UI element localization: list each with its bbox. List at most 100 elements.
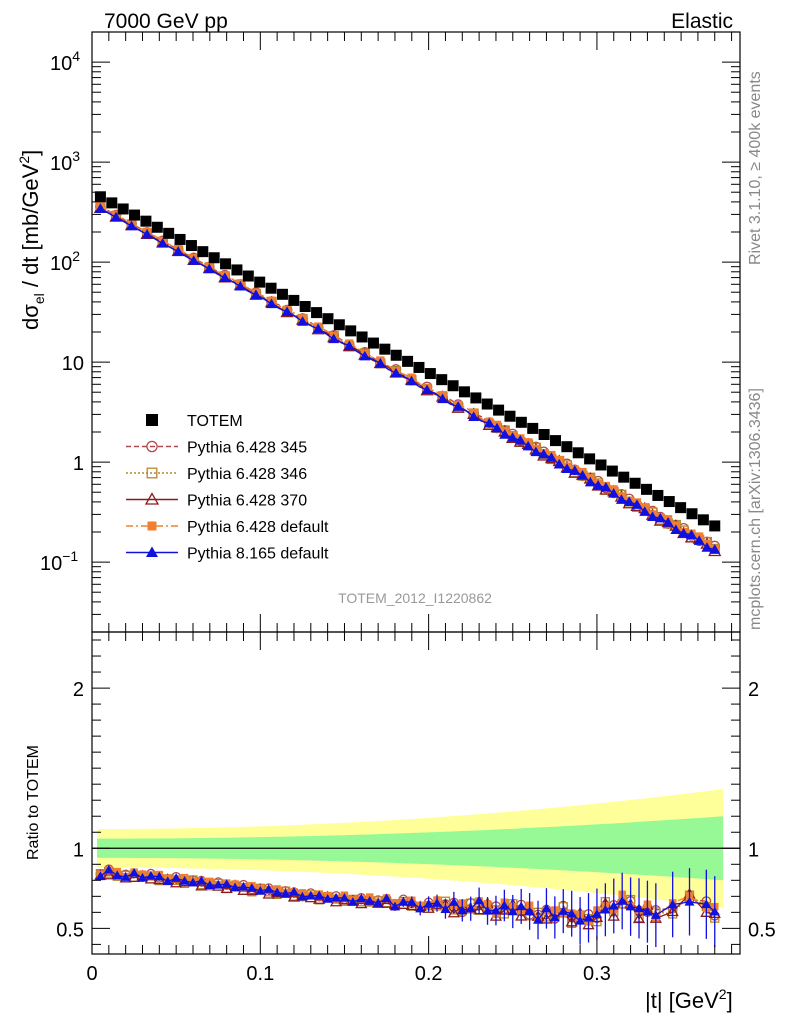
ratio-point <box>187 877 198 887</box>
ratio-point <box>280 888 291 898</box>
data-point <box>359 350 371 361</box>
legend-item: Pythia 8.165 default <box>126 546 329 563</box>
y-tick-label: 10 <box>62 353 84 375</box>
ratio-point <box>145 871 156 880</box>
ratio-point <box>381 893 392 903</box>
y-tick-label-right: 0.5 <box>748 919 776 941</box>
x-tick-label: 0.3 <box>583 963 611 985</box>
ratio-point <box>322 893 333 903</box>
ratio-point <box>448 897 459 906</box>
data-point <box>424 368 436 380</box>
data-point <box>483 417 495 428</box>
ratio-point <box>591 909 602 918</box>
series-totem <box>94 191 721 532</box>
legend-marker <box>146 467 158 479</box>
y-tick-label-exponent: −1 <box>62 548 78 564</box>
ratio-point <box>347 897 358 906</box>
data-point <box>584 476 596 487</box>
data-point <box>405 375 417 386</box>
ratio-point <box>355 897 368 909</box>
data-point <box>117 203 129 215</box>
ratio-point <box>389 901 400 911</box>
ratio-point <box>287 890 301 902</box>
data-point <box>333 319 345 331</box>
ratio-point <box>213 879 224 889</box>
ratio-point <box>262 887 275 899</box>
y-axis-label-ratio: Ratio to TOTEM <box>25 745 42 860</box>
data-point <box>662 517 674 527</box>
data-point <box>675 502 687 514</box>
data-point <box>390 367 402 378</box>
legend-label: Pythia 6.428 370 <box>187 493 307 510</box>
data-point <box>140 215 152 227</box>
data-point <box>265 282 277 294</box>
data-point <box>220 258 232 270</box>
data-point <box>639 506 651 516</box>
data-point <box>538 429 550 441</box>
ratio-point <box>398 896 409 906</box>
header-left: 7000 GeV pp <box>104 10 228 33</box>
ratio-point <box>524 906 535 916</box>
ratio-point <box>102 868 115 880</box>
legend-marker <box>146 546 158 557</box>
ratio-point <box>516 901 527 911</box>
data-point <box>402 355 414 367</box>
data-point <box>538 448 550 459</box>
ratio-point <box>432 898 443 907</box>
rivet-label: Rivet 3.1.10, ≥ 400k events <box>747 71 764 265</box>
ratio-point <box>507 906 518 916</box>
data-point <box>618 471 630 483</box>
ratio-point <box>220 882 233 894</box>
data-point <box>577 469 589 480</box>
series-p8 <box>94 203 721 554</box>
ratio-point <box>246 883 257 892</box>
x-tick-label: 0.1 <box>246 963 274 985</box>
data-point <box>281 306 293 316</box>
ratio-point <box>457 905 468 915</box>
data-point <box>452 401 464 411</box>
data-point <box>584 453 596 465</box>
data-point <box>141 228 153 239</box>
ratio-point <box>415 903 426 913</box>
legend-label: Pythia 8.165 default <box>187 546 329 563</box>
ratio-point <box>533 915 544 924</box>
data-point <box>343 340 355 351</box>
ratio-point <box>103 864 114 874</box>
legend-item: Pythia 6.428 default <box>126 519 329 536</box>
data-point <box>615 494 627 504</box>
data-point <box>94 191 106 203</box>
ratio-point <box>339 893 350 902</box>
ratio-point <box>331 892 342 902</box>
legend-label: TOTEM <box>187 413 243 430</box>
data-point <box>685 529 697 539</box>
ratio-point <box>120 872 131 881</box>
y-tick-label: 10−1 <box>40 548 78 575</box>
ratio-axis-ticks: 0 0.1 0.2 0.3 0.5 0.5 1 1 2 2 <box>56 632 776 985</box>
data-point <box>522 440 534 451</box>
ratio-point <box>684 896 695 906</box>
ratio-point <box>230 882 241 892</box>
mcplots-label: mcplots.cern.ch [arXiv:1306.3436] <box>747 388 764 630</box>
x-axis-label: |t| [GeV2] <box>645 986 733 1013</box>
ratio-point <box>447 906 460 918</box>
ratio-data <box>94 864 721 948</box>
data-point <box>254 276 266 288</box>
data-point <box>203 263 215 274</box>
x-tick-label: 0.2 <box>415 963 443 985</box>
data-point <box>530 446 542 457</box>
data-point <box>437 393 449 404</box>
ratio-point <box>549 912 560 922</box>
data-point <box>379 343 391 355</box>
ratio-point <box>154 871 165 881</box>
ratio-point <box>406 897 417 906</box>
data-point <box>561 463 573 474</box>
ratio-point <box>566 908 577 918</box>
ratio-point <box>356 893 367 903</box>
y-tick-label-exponent: 4 <box>72 48 80 64</box>
data-point <box>126 220 138 231</box>
y-tick-label: 104 <box>50 48 80 75</box>
ratio-point <box>583 912 594 922</box>
data-point <box>514 434 526 445</box>
